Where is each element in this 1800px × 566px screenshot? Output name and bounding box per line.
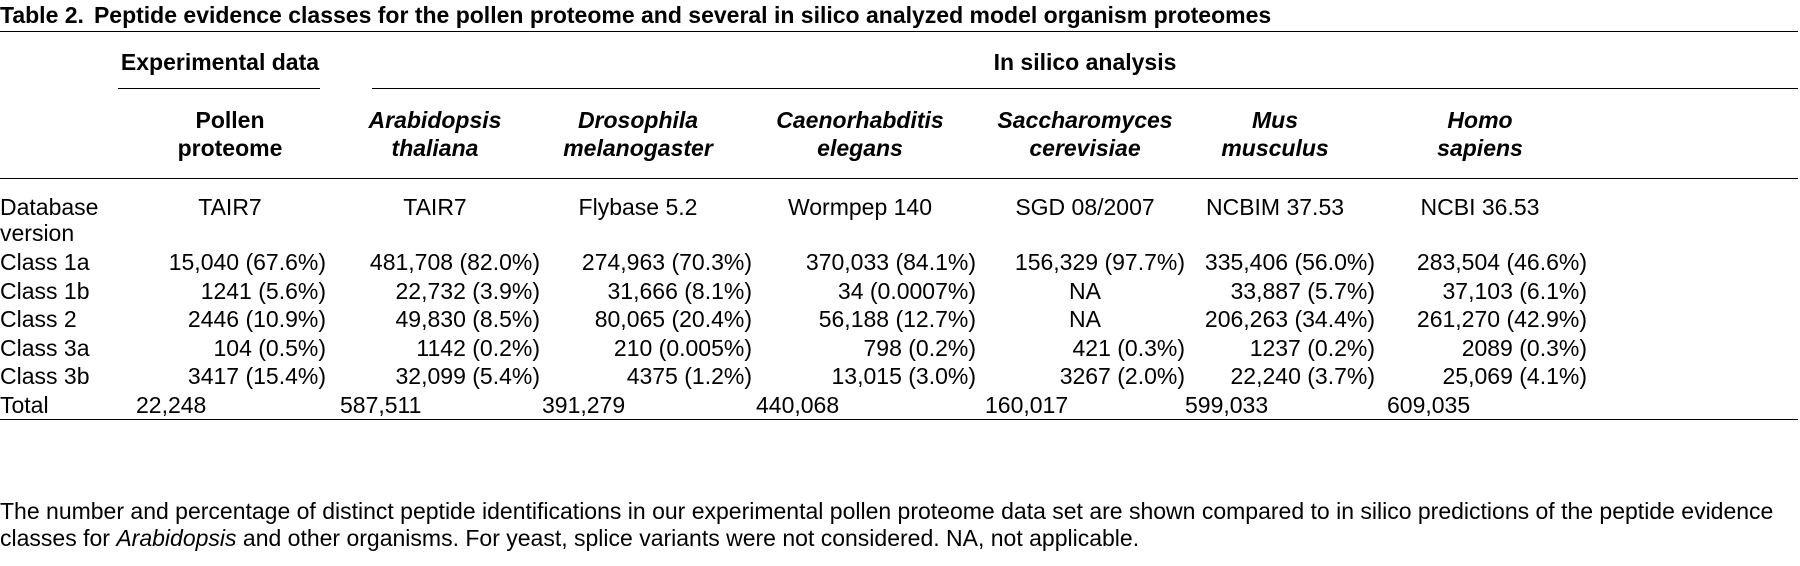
col-header-pollen-proteome: Pollen proteome bbox=[177, 107, 283, 161]
col-header-mus-musculus: Mus musculus bbox=[1221, 107, 1329, 161]
database-version-drosophila: Flybase 5.2 bbox=[578, 194, 698, 220]
table-cell: 22,248 bbox=[136, 392, 207, 418]
table-cell: 391,279 bbox=[542, 392, 626, 418]
table-cell: 210 (0.005%) bbox=[613, 334, 752, 361]
footnote-italic-term: Arabidopsis bbox=[116, 525, 237, 551]
table-cell: 798 (0.2%) bbox=[863, 334, 976, 361]
table-cell: 104 (0.5%) bbox=[213, 334, 326, 361]
table-cell: 1241 (5.6%) bbox=[200, 277, 326, 304]
group-header-insilico: In silico analysis bbox=[993, 49, 1177, 75]
row-label: Class 1b bbox=[0, 277, 90, 304]
table-cell: 15,040 (67.6%) bbox=[168, 249, 326, 275]
table-cell: 34 (0.0007%) bbox=[837, 277, 976, 304]
group-header-experimental: Experimental data bbox=[120, 49, 320, 75]
database-version-pollen: TAIR7 bbox=[198, 194, 262, 220]
table-cell: 31,666 (8.1%) bbox=[607, 277, 752, 304]
table-cell: 335,406 (56.0%) bbox=[1204, 249, 1375, 275]
table-cell: 481,708 (82.0%) bbox=[369, 249, 540, 275]
top-rule bbox=[0, 31, 1798, 32]
table-title: Peptide evidence classes for the pollen … bbox=[93, 2, 1272, 28]
col-header-arabidopsis-thaliana: Arabidopsis thaliana bbox=[368, 107, 502, 161]
table-cell: 2446 (10.9%) bbox=[187, 306, 326, 333]
table-cell: 370,033 (84.1%) bbox=[805, 249, 976, 275]
table-cell: 160,017 bbox=[985, 392, 1069, 418]
table-cell: 206,263 (34.4%) bbox=[1204, 306, 1375, 333]
database-version-arabidopsis: TAIR7 bbox=[403, 194, 467, 220]
table-cell: 22,240 (3.7%) bbox=[1230, 363, 1375, 390]
row-label: Class 1a bbox=[0, 249, 90, 275]
table-cell: 1237 (0.2%) bbox=[1249, 334, 1375, 361]
table-cell: 80,065 (20.4%) bbox=[594, 306, 752, 333]
table-cell: 421 (0.3%) bbox=[1072, 334, 1185, 361]
insilico-group-rule bbox=[372, 88, 1798, 89]
col-header-homo-sapiens: Homo sapiens bbox=[1437, 107, 1523, 161]
table-cell: 609,035 bbox=[1387, 392, 1471, 418]
table-cell: NA bbox=[1069, 306, 1101, 333]
table-cell: 440,068 bbox=[756, 392, 840, 418]
table-cell: 274,963 (70.3%) bbox=[581, 249, 752, 275]
table-number: Table 2. bbox=[0, 2, 84, 28]
col-header-drosophila-melanogaster: Drosophila melanogaster bbox=[563, 107, 713, 161]
table-cell: 49,830 (8.5%) bbox=[395, 306, 540, 333]
bottom-rule bbox=[0, 419, 1798, 420]
table-caption: Table 2. Peptide evidence classes for the… bbox=[0, 2, 1271, 29]
row-label-database-version: Database version bbox=[0, 194, 99, 246]
row-label: Class 3b bbox=[0, 363, 90, 390]
database-version-homo: NCBI 36.53 bbox=[1420, 194, 1540, 220]
header-rule bbox=[0, 178, 1798, 179]
table-cell: 4375 (1.2%) bbox=[626, 363, 752, 390]
table-cell: 283,504 (46.6%) bbox=[1416, 249, 1587, 275]
database-version-mus: NCBIM 37.53 bbox=[1205, 194, 1345, 220]
experimental-group-rule bbox=[118, 88, 320, 89]
table-cell: 261,270 (42.9%) bbox=[1416, 306, 1587, 333]
database-version-caenorhabditis: Wormpep 140 bbox=[787, 194, 933, 220]
table-cell: 599,033 bbox=[1185, 392, 1269, 418]
table-cell: 3267 (2.0%) bbox=[1059, 363, 1185, 390]
table-cell: 1142 (0.2%) bbox=[416, 334, 540, 361]
table-cell: 33,887 (5.7%) bbox=[1230, 277, 1375, 304]
table-footnote: The number and percentage of distinct pe… bbox=[0, 498, 1774, 551]
table-cell: 156,329 (97.7%) bbox=[1014, 249, 1185, 275]
table-cell: 56,188 (12.7%) bbox=[818, 306, 976, 333]
table-cell: 32,099 (5.4%) bbox=[395, 363, 540, 390]
col-header-saccharomyces-cerevisiae: Saccharomyces cerevisiae bbox=[997, 107, 1173, 161]
row-label: Class 3a bbox=[0, 334, 90, 361]
table-cell: 2089 (0.3%) bbox=[1461, 334, 1587, 361]
table-cell: 37,103 (6.1%) bbox=[1442, 277, 1587, 304]
table-cell: 25,069 (4.1%) bbox=[1442, 363, 1587, 390]
table-cell: 587,511 bbox=[340, 392, 422, 418]
table-cell: 22,732 (3.9%) bbox=[395, 277, 540, 304]
table-cell: 3417 (15.4%) bbox=[187, 363, 326, 390]
row-label: Total bbox=[0, 392, 49, 418]
table-cell: 13,015 (3.0%) bbox=[831, 363, 976, 390]
database-version-saccharomyces: SGD 08/2007 bbox=[1015, 194, 1155, 220]
col-header-caenorhabditis-elegans: Caenorhabditis elegans bbox=[776, 107, 944, 161]
table-cell: NA bbox=[1069, 277, 1101, 304]
row-label: Class 2 bbox=[0, 306, 77, 333]
